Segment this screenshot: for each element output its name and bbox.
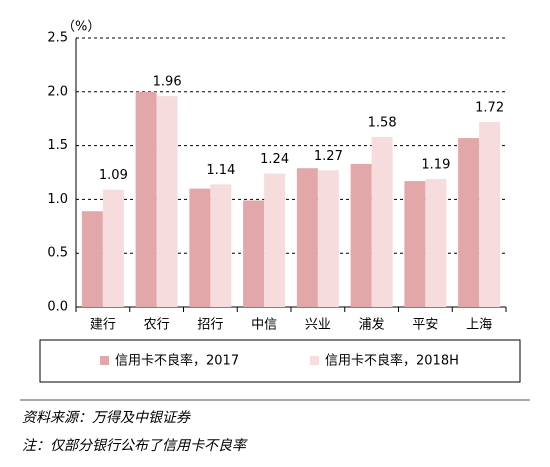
bar xyxy=(102,189,124,307)
bar xyxy=(404,181,426,307)
bar xyxy=(371,136,393,307)
x-tick-label: 浦发 xyxy=(359,317,385,333)
x-tick-label: 兴业 xyxy=(305,318,331,333)
data-label: 1.24 xyxy=(260,152,289,167)
y-tick-label: 2.5 xyxy=(47,31,68,46)
bar xyxy=(189,188,211,307)
legend-swatch xyxy=(310,356,319,365)
x-tick-label: 中信 xyxy=(251,318,277,333)
data-label: 1.58 xyxy=(368,115,397,130)
legend-box xyxy=(39,339,521,383)
y-tick-label: 1.5 xyxy=(47,138,68,153)
data-label: 1.19 xyxy=(421,157,450,172)
bar xyxy=(317,170,339,307)
y-tick-label: 2.0 xyxy=(47,84,68,99)
bar xyxy=(156,96,178,307)
x-tick-label: 上海 xyxy=(466,318,492,333)
bar xyxy=(243,200,265,307)
x-tick-label: 平安 xyxy=(412,318,438,333)
y-axis-unit: （%） xyxy=(62,20,100,35)
y-tick-label: 0.5 xyxy=(47,246,68,261)
footnote: 注：仅部分银行公布了信用卡不良率 xyxy=(22,438,248,454)
legend-label: 信用卡不良率，2017 xyxy=(115,353,239,369)
legend-swatch xyxy=(100,356,109,365)
x-tick-label: 建行 xyxy=(90,318,116,333)
data-label: 1.27 xyxy=(314,149,343,164)
bar xyxy=(458,138,480,307)
data-label: 1.09 xyxy=(99,168,128,183)
data-label: 1.72 xyxy=(475,100,504,115)
legend-label: 信用卡不良率，2018H xyxy=(325,353,459,369)
bar xyxy=(81,211,103,307)
data-label: 1.14 xyxy=(206,163,235,178)
y-tick-label: 0.0 xyxy=(47,300,68,315)
data-label: 1.96 xyxy=(153,75,182,90)
bar xyxy=(210,184,232,307)
bar xyxy=(350,163,372,307)
bar xyxy=(425,178,447,307)
y-tick-label: 1.0 xyxy=(47,192,68,207)
bar xyxy=(296,168,318,307)
x-tick-label: 农行 xyxy=(144,318,170,333)
bar xyxy=(135,91,157,307)
bar xyxy=(479,121,501,307)
bar xyxy=(264,173,286,307)
source-note: 资料来源：万得及中银证券 xyxy=(22,410,191,426)
x-tick-label: 招行 xyxy=(197,318,223,333)
